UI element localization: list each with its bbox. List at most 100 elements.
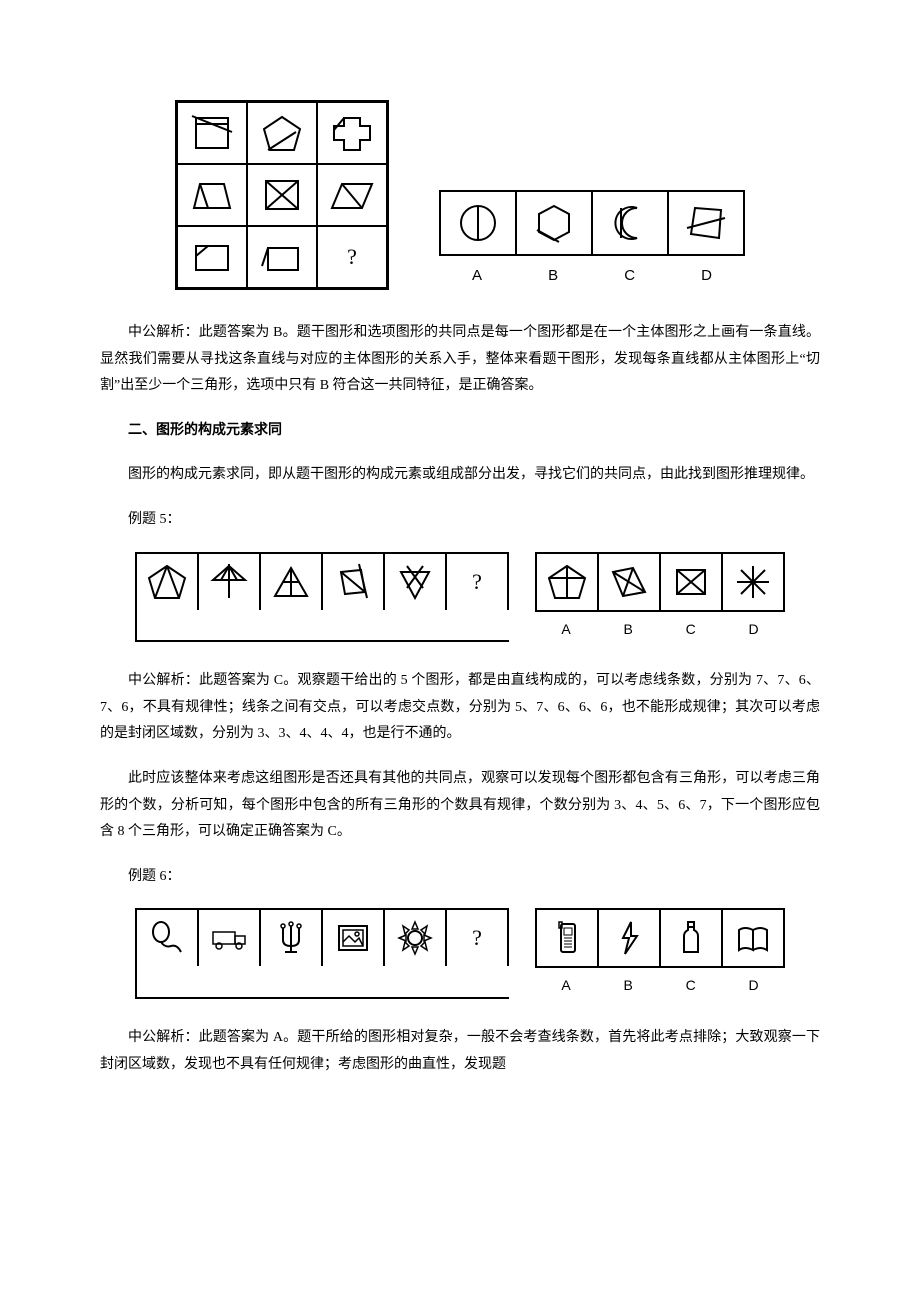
- strip-cell: [323, 554, 385, 610]
- option-boxes: [439, 190, 745, 256]
- figure-example-4: ?: [100, 100, 820, 290]
- strip-cell: [385, 554, 447, 610]
- grid-cell: [177, 102, 247, 164]
- example-6-label: 例题 6：: [100, 864, 820, 891]
- shape-rect-corner: [188, 236, 236, 278]
- label-a: A: [561, 616, 570, 643]
- ex6-q4-picture: [331, 918, 375, 958]
- strip-cell: [199, 554, 261, 610]
- strip-cell: [323, 910, 385, 966]
- shape-trapezoid-cut: [188, 174, 236, 216]
- shape-square-diagonal: [188, 112, 236, 154]
- strip-cell: [261, 554, 323, 610]
- strip-cell: [137, 554, 199, 610]
- ex5-q5: [393, 562, 437, 602]
- shape-square-x: [258, 174, 306, 216]
- label-b: B: [623, 616, 632, 643]
- ex6-d-book: [731, 918, 775, 958]
- label-d: D: [748, 616, 758, 643]
- option-c: [593, 192, 669, 254]
- ex5-q3: [269, 562, 313, 602]
- figure-example-6: ?: [100, 908, 820, 999]
- ex6-options: A B C D: [535, 908, 785, 999]
- grid-cell: [317, 102, 387, 164]
- label-c: C: [686, 972, 696, 999]
- analysis-para-5a: 中公解析：此题答案为 C。观察题干给出的 5 个图形，都是由直线构成的，可以考虑…: [100, 668, 820, 748]
- ex5-b: [607, 562, 651, 602]
- grid-cell: [247, 226, 317, 288]
- opt-circle-half: [453, 200, 503, 246]
- ex6-b-lightning: [607, 918, 651, 958]
- option-strip-ex4: A B C D: [439, 190, 745, 291]
- document-page: ?: [0, 0, 920, 1136]
- grid-cell: [247, 102, 317, 164]
- strip-cell: [137, 910, 199, 966]
- shape-cross-cut: [328, 112, 376, 154]
- option-c: [661, 554, 723, 610]
- intro-para-2: 图形的构成元素求同，即从题干图形的构成元素或组成部分出发，寻找它们的共同点，由此…: [100, 462, 820, 489]
- ex6-c-bottle: [669, 918, 713, 958]
- opt-hexagon-cut: [529, 200, 579, 246]
- shape-rect-corner2: [258, 236, 306, 278]
- ex5-d-star: [731, 562, 775, 602]
- section-heading-2: 二、图形的构成元素求同: [100, 418, 820, 445]
- option-d: [723, 910, 785, 966]
- option-labels: A B C D: [535, 616, 785, 643]
- ex5-c: [669, 562, 713, 602]
- strip-cell: [261, 910, 323, 966]
- option-b: [599, 910, 661, 966]
- label-b: B: [623, 972, 632, 999]
- option-a: [537, 554, 599, 610]
- label-a: A: [472, 262, 482, 291]
- grid-cell: [317, 164, 387, 226]
- ex6-q1-balloon: [145, 918, 189, 958]
- analysis-para-5b: 此时应该整体来考虑这组图形是否还具有其他的共同点，观察可以发现每个图形都包含有三…: [100, 766, 820, 846]
- option-a: [537, 910, 599, 966]
- opt-crescent: [605, 200, 655, 246]
- label-c: C: [686, 616, 696, 643]
- option-b: [517, 192, 593, 254]
- question-mark: ?: [347, 236, 357, 278]
- ex6-q2-truck: [207, 918, 251, 958]
- question-mark: ?: [472, 561, 482, 603]
- option-labels: A B C D: [535, 972, 785, 999]
- option-a: [441, 192, 517, 254]
- grid-cell: [177, 226, 247, 288]
- label-c: C: [624, 262, 635, 291]
- opt-quad-cut: [681, 200, 731, 246]
- grid-cell: [247, 164, 317, 226]
- ex6-q3-candelabra: [269, 918, 313, 958]
- example-5-label: 例题 5：: [100, 507, 820, 534]
- question-mark: ?: [472, 917, 482, 959]
- ex5-question-strip: ?: [135, 552, 509, 643]
- grid-cell: ?: [317, 226, 387, 288]
- label-a: A: [561, 972, 570, 999]
- shape-pentagon-cut: [258, 112, 306, 154]
- ex5-q1: [145, 562, 189, 602]
- ex6-question-strip: ?: [135, 908, 509, 999]
- ex5-q2-umbrella: [207, 562, 251, 602]
- label-d: D: [748, 972, 758, 999]
- figure-example-5: ?: [100, 552, 820, 643]
- strip-cell: ?: [447, 910, 509, 966]
- strip-cell: ?: [447, 554, 509, 610]
- option-c: [661, 910, 723, 966]
- strip-cell: [385, 910, 447, 966]
- analysis-para-1: 中公解析：此题答案为 B。题干图形和选项图形的共同点是每一个图形都是在一个主体图…: [100, 320, 820, 400]
- ex6-q5-sun: [393, 918, 437, 958]
- label-d: D: [701, 262, 712, 291]
- shape-parallelogram-cut: [328, 174, 376, 216]
- puzzle-grid-3x3: ?: [175, 100, 389, 290]
- option-b: [599, 554, 661, 610]
- ex6-a-phone: [545, 918, 589, 958]
- analysis-para-6: 中公解析：此题答案为 A。题干所给的图形相对复杂，一般不会考查线条数，首先将此考…: [100, 1025, 820, 1078]
- option-d: [669, 192, 745, 254]
- strip-cell: [199, 910, 261, 966]
- ex5-a: [545, 562, 589, 602]
- grid-cell: [177, 164, 247, 226]
- option-labels: A B C D: [439, 262, 745, 291]
- label-b: B: [548, 262, 558, 291]
- ex5-q4: [331, 562, 375, 602]
- option-d: [723, 554, 785, 610]
- ex5-options: A B C D: [535, 552, 785, 643]
